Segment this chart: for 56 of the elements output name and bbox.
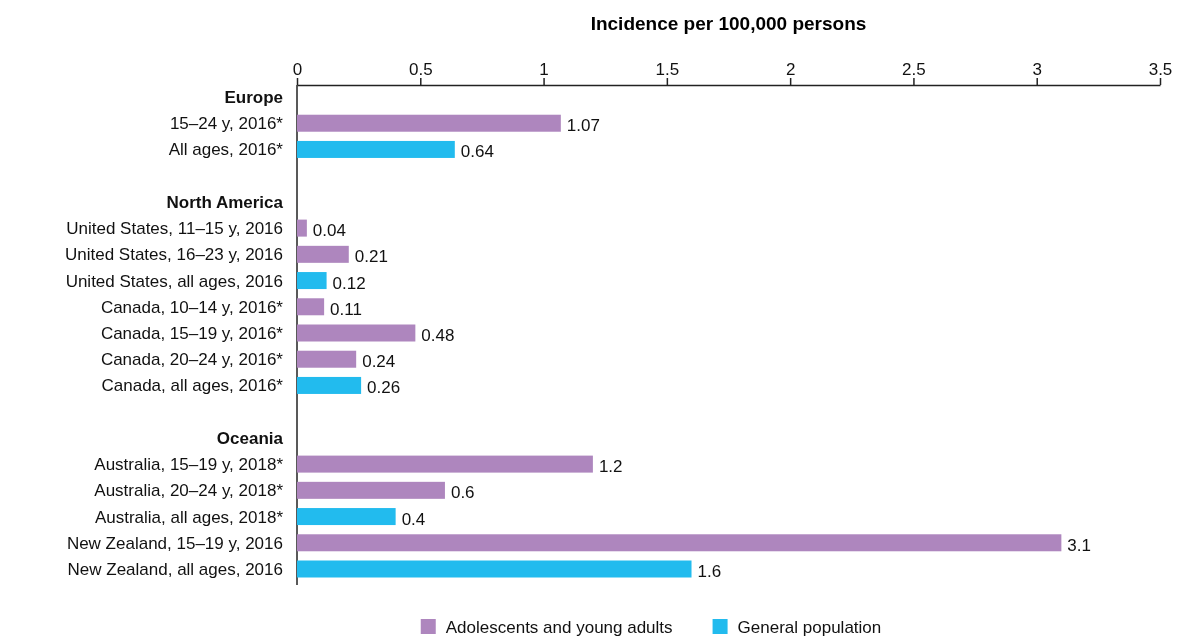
- x-tick-label: 0.5: [408, 60, 433, 79]
- y-tick-label: New Zealand, 15–19 y, 2016: [66, 533, 283, 553]
- data-label: 0.4: [401, 509, 426, 529]
- y-tick-label: Canada, all ages, 2016*: [101, 376, 284, 396]
- bar: [297, 481, 445, 499]
- data-label: 0.12: [332, 273, 366, 293]
- y-tick-label: United States, 11–15 y, 2016: [66, 219, 283, 239]
- bar: [297, 140, 455, 158]
- data-label: 3.1: [1067, 535, 1092, 555]
- y-tick-label: Canada, 20–24 y, 2016*: [100, 350, 284, 370]
- data-label: 0.26: [367, 378, 401, 398]
- x-tick-label: 1.5: [655, 60, 680, 79]
- data-label: 1.2: [598, 457, 623, 477]
- y-tick-label: Australia, 15–19 y, 2018*: [94, 455, 284, 475]
- data-label: 0.6: [450, 483, 475, 503]
- x-tick-label: 3: [1032, 60, 1042, 79]
- data-label: 0.21: [354, 247, 388, 267]
- y-tick-label: Australia, all ages, 2018*: [94, 507, 284, 527]
- bar: [297, 219, 307, 237]
- bar: [297, 272, 327, 290]
- data-label: 1.07: [566, 116, 600, 136]
- x-tick-label: 0: [292, 60, 303, 79]
- y-tick-label: North America: [166, 192, 284, 212]
- x-tick-label: 1: [539, 60, 549, 79]
- bar: [297, 508, 396, 526]
- bar: [297, 350, 357, 368]
- y-tick-label: Canada, 15–19 y, 2016*: [100, 323, 284, 343]
- legend-label: Adolescents and young adults: [445, 617, 673, 637]
- bar: [297, 455, 593, 473]
- y-tick-label: All ages, 2016*: [168, 140, 284, 160]
- y-tick-label: Canada, 10–14 y, 2016*: [100, 297, 284, 317]
- y-tick-label: New Zealand, all ages, 2016: [67, 559, 283, 579]
- x-axis-title: Incidence per 100,000 persons: [590, 13, 867, 34]
- y-tick-label: Europe: [224, 87, 283, 107]
- x-tick-label: 3.5: [1148, 60, 1173, 79]
- data-label: 0.64: [460, 142, 494, 162]
- bar: [297, 534, 1062, 552]
- bar: [297, 376, 362, 394]
- data-label: 0.04: [312, 221, 346, 241]
- bar: [297, 298, 325, 316]
- x-tick-label: 2.5: [902, 60, 926, 79]
- legend-label: General population: [737, 617, 882, 637]
- x-tick-label: 2: [785, 60, 796, 79]
- y-tick-label: United States, all ages, 2016: [65, 271, 283, 291]
- y-tick-label: Australia, 20–24 y, 2018*: [94, 481, 284, 501]
- bar: [297, 245, 349, 263]
- y-tick-label: 15–24 y, 2016*: [169, 114, 284, 134]
- data-label: 0.24: [362, 352, 396, 372]
- data-label: 1.6: [697, 561, 722, 581]
- data-label: 0.48: [421, 325, 455, 345]
- data-label: 0.11: [330, 299, 362, 319]
- bar: [297, 324, 416, 342]
- y-tick-label: United States, 16–23 y, 2016: [64, 245, 283, 265]
- y-tick-label: Oceania: [216, 428, 284, 448]
- bar: [297, 114, 561, 132]
- bar: [297, 560, 692, 578]
